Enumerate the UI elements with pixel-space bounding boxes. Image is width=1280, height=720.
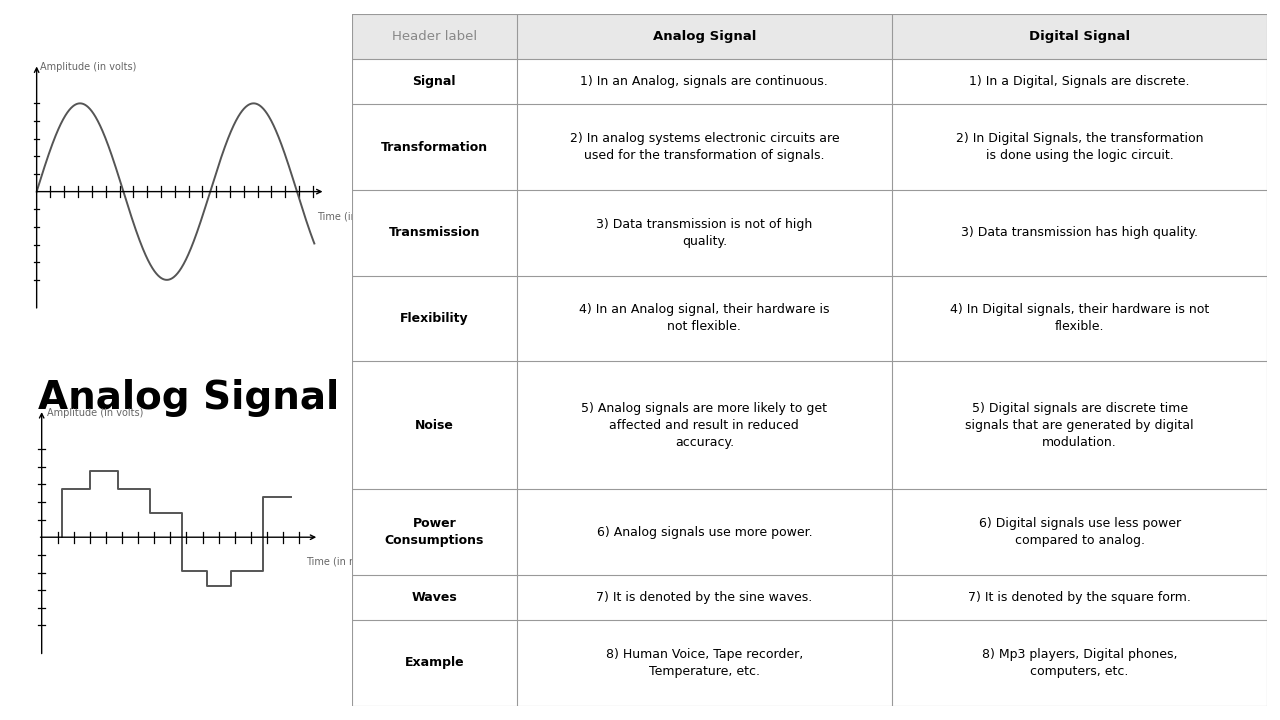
Text: Power
Consumptions: Power Consumptions [385,517,484,547]
Text: Amplitude (in volts): Amplitude (in volts) [40,63,137,73]
Text: 3) Data transmission is not of high
quality.: 3) Data transmission is not of high qual… [596,217,813,248]
Text: 8) Mp3 players, Digital phones,
computers, etc.: 8) Mp3 players, Digital phones, computer… [982,648,1178,678]
Bar [892,276,1267,361]
Text: 2) In Digital Signals, the transformation
is done using the logic circuit.: 2) In Digital Signals, the transformatio… [956,132,1203,162]
Bar [352,490,517,575]
Text: 2) In analog systems electronic circuits are
used for the transformation of sign: 2) In analog systems electronic circuits… [570,132,840,162]
Text: Transmission: Transmission [389,226,480,239]
Bar [352,60,517,104]
Text: Time (in m: Time (in m [316,211,369,221]
Bar [892,190,1267,276]
Text: 3) Data transmission has high quality.: 3) Data transmission has high quality. [961,226,1198,239]
Text: 4) In Digital signals, their hardware is not
flexible.: 4) In Digital signals, their hardware is… [950,303,1210,333]
Bar [352,620,517,706]
Bar [517,490,892,575]
Text: Example: Example [404,657,465,670]
Text: Signal: Signal [412,76,456,89]
Bar [352,276,517,361]
Text: Transformation: Transformation [381,140,488,154]
Text: 8) Human Voice, Tape recorder,
Temperature, etc.: 8) Human Voice, Tape recorder, Temperatu… [605,648,803,678]
Text: 4) In an Analog signal, their hardware is
not flexible.: 4) In an Analog signal, their hardware i… [579,303,829,333]
Bar [352,14,517,60]
Text: 5) Digital signals are discrete time
signals that are generated by digital
modul: 5) Digital signals are discrete time sig… [965,402,1194,449]
Bar [517,361,892,490]
Text: Digital Signal: Digital Signal [1029,30,1130,43]
Bar [892,575,1267,620]
Text: Amplitude (in volts): Amplitude (in volts) [46,408,143,418]
Text: Noise: Noise [415,419,454,432]
Bar [352,104,517,190]
Text: 1) In a Digital, Signals are discrete.: 1) In a Digital, Signals are discrete. [969,76,1190,89]
Text: Header label: Header label [392,30,477,43]
Text: Flexibility: Flexibility [401,312,468,325]
Bar [892,104,1267,190]
Bar [517,14,892,60]
Bar [517,190,892,276]
Bar [352,575,517,620]
Bar [892,60,1267,104]
Text: 1) In an Analog, signals are continuous.: 1) In an Analog, signals are continuous. [580,76,828,89]
Text: Analog Signal: Analog Signal [38,379,339,417]
Bar [352,361,517,490]
Bar [892,361,1267,490]
Text: Analog Signal: Analog Signal [653,30,756,43]
Text: 7) It is denoted by the square form.: 7) It is denoted by the square form. [968,591,1190,604]
Bar [517,620,892,706]
Text: 6) Analog signals use more power.: 6) Analog signals use more power. [596,526,813,539]
Text: Time (in m: Time (in m [306,557,358,567]
Bar [517,575,892,620]
Text: 6) Digital signals use less power
compared to analog.: 6) Digital signals use less power compar… [978,517,1180,547]
Text: Waves: Waves [411,591,457,604]
Bar [892,14,1267,60]
Text: 7) It is denoted by the sine waves.: 7) It is denoted by the sine waves. [596,591,813,604]
Bar [352,190,517,276]
Bar [892,490,1267,575]
Bar [892,620,1267,706]
Bar [517,104,892,190]
Bar [517,276,892,361]
Text: 5) Analog signals are more likely to get
affected and result in reduced
accuracy: 5) Analog signals are more likely to get… [581,402,827,449]
Bar [517,60,892,104]
